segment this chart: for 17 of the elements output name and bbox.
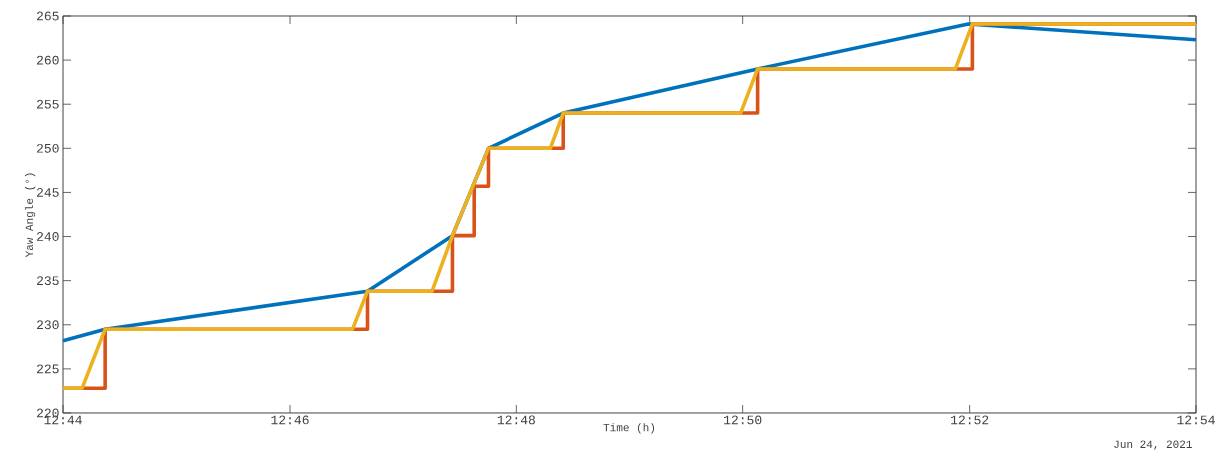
y-tick-label: 235 (36, 276, 59, 286)
y-axis-title: Yaw Angle (°) (24, 173, 36, 258)
x-tick-label: 12:52 (951, 415, 989, 425)
y-tick-label: 265 (36, 11, 59, 21)
x-tick-label: 12:48 (497, 415, 535, 425)
y-tick-label: 240 (36, 232, 59, 241)
x-axis-title: Time (h) (603, 423, 655, 434)
x-tick-label: 12:54 (1177, 415, 1215, 425)
y-tick-label: 230 (36, 320, 59, 330)
y-tick-label: 255 (36, 99, 59, 109)
y-tick-label: 250 (36, 143, 59, 153)
x-tick-label: 12:50 (724, 415, 762, 425)
y-tick-label: 225 (36, 364, 59, 374)
x-tick-label: 12:46 (271, 415, 309, 425)
y-tick-label: 260 (36, 55, 59, 65)
text: Jun 24, 2021 (1114, 440, 1192, 450)
y-tick-label: 245 (36, 188, 59, 197)
